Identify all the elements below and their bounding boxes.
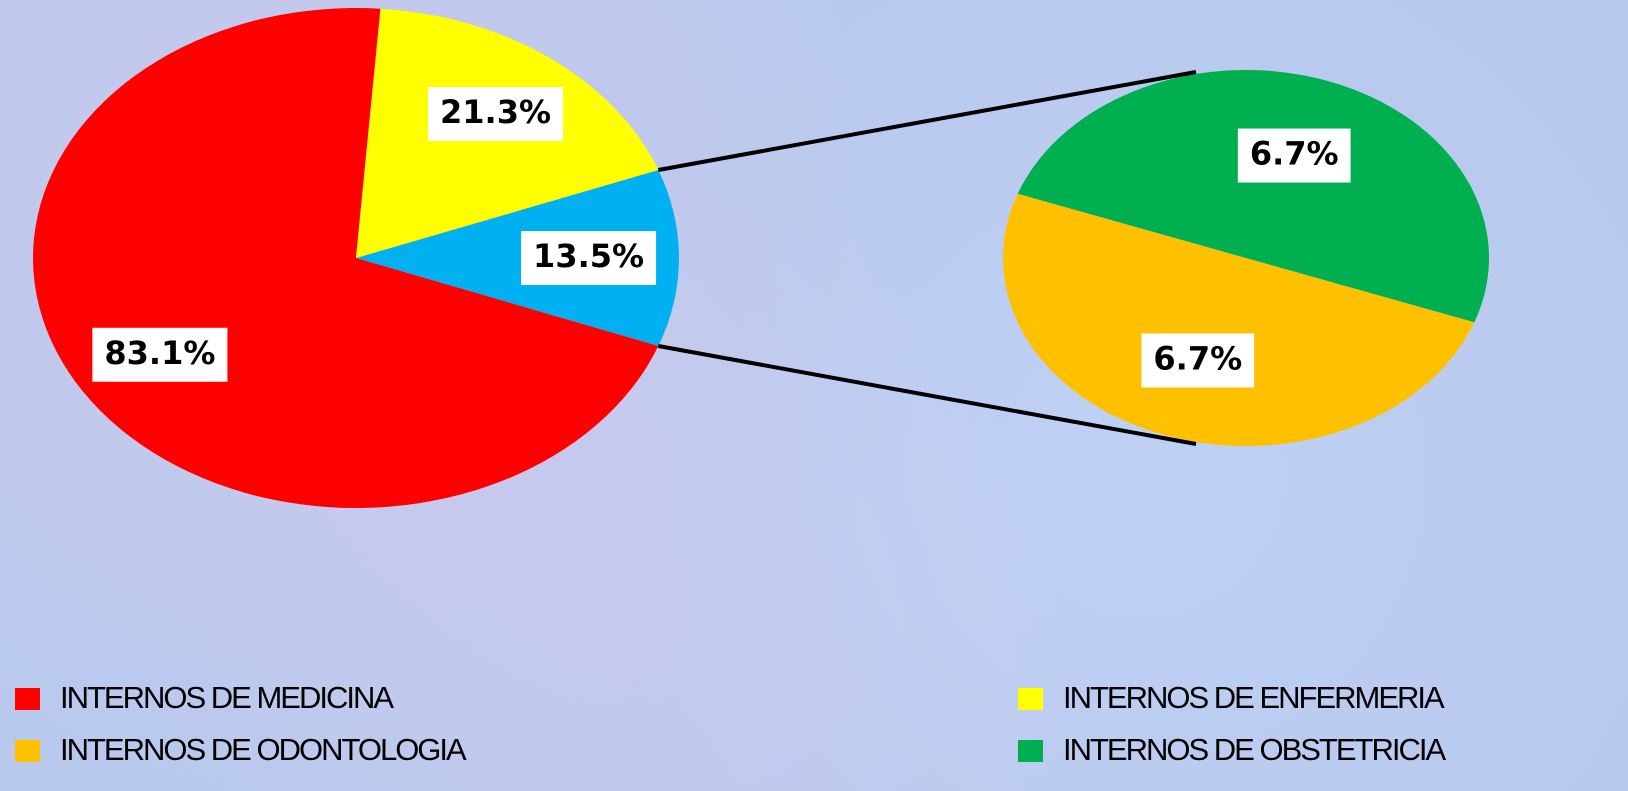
value-label-box [428,87,564,142]
value-label: 6.7% [1250,135,1339,173]
value-label-group: 6.7% [1141,333,1255,388]
legend-swatch [15,740,40,762]
legend-swatch [1018,740,1043,762]
connector-line [657,344,1197,446]
value-label-group: 6.7% [1237,128,1351,183]
legend-label: INTERNOS DE ODONTOLOGIA [60,732,467,767]
value-label-box [521,231,657,285]
legend-swatch [15,688,40,710]
pie-slice [1017,69,1489,323]
legend-label: INTERNOS DE ENFERMERIA [1063,680,1445,715]
legend-label: INTERNOS DE OBSTETRICIA [1063,732,1446,767]
legend-swatch [1018,688,1043,710]
value-label-box [92,327,228,382]
value-label: 13.5% [533,237,644,275]
value-label-group: 21.3% [428,87,564,142]
pie-slice [356,169,679,347]
value-label-group: 83.1% [92,327,228,382]
value-label: 6.7% [1153,339,1242,377]
pie-slice [1002,193,1475,446]
pie-slice [32,7,659,508]
value-label-box [1141,333,1255,388]
value-label-group: 13.5% [521,231,657,285]
value-label: 83.1% [104,334,215,372]
connector-line [657,70,1197,172]
value-label: 21.3% [440,93,551,131]
value-label-box [1237,128,1351,183]
legend-label: INTERNOS DE MEDICINA [60,680,394,715]
